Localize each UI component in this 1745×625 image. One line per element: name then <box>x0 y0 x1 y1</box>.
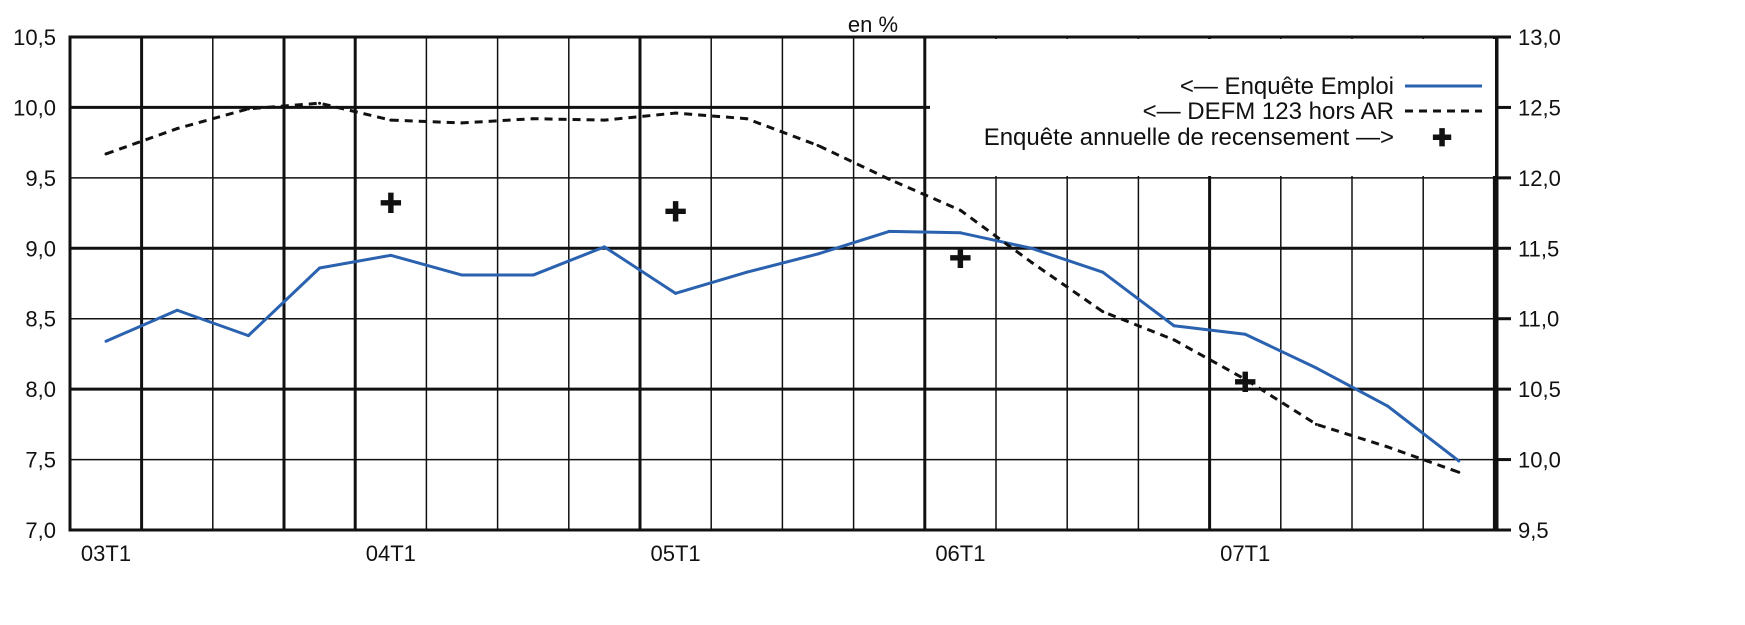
series-layer <box>104 101 1461 474</box>
data-point <box>745 270 749 274</box>
y-right-tick-label: 12,5 <box>1518 95 1561 120</box>
y-left-tick-label: 9,5 <box>25 166 56 191</box>
data-point <box>602 245 606 249</box>
data-point <box>1386 404 1390 408</box>
data-point <box>104 339 108 343</box>
y-right-tick-label: 10,0 <box>1518 448 1561 473</box>
data-point <box>958 208 962 212</box>
data-point <box>318 101 322 105</box>
legend-label: <— DEFM 123 hors AR <box>1143 98 1394 125</box>
plot-frame <box>68 35 1499 532</box>
data-point <box>887 177 891 181</box>
data-point <box>674 291 678 295</box>
series-line-defm <box>105 101 1460 474</box>
data-point <box>1101 310 1105 314</box>
data-point-marker: ✚ <box>664 196 687 229</box>
data-point <box>531 117 535 121</box>
data-point <box>318 266 322 270</box>
data-point <box>531 273 535 277</box>
y-left-tick-label: 7,0 <box>25 518 56 543</box>
data-point <box>1243 332 1247 336</box>
y-left-tick-label: 10,0 <box>13 95 56 120</box>
x-tick-label: 04T1 <box>366 541 416 566</box>
y-right-tick-label: 12,0 <box>1518 166 1561 191</box>
y-right-tick-label: 11,0 <box>1518 307 1559 332</box>
data-point <box>816 252 820 256</box>
data-point <box>958 231 962 235</box>
legend-label: Enquête annuelle de recensement —> <box>984 124 1394 151</box>
data-point-marker: ✚ <box>949 242 972 275</box>
data-point <box>1101 270 1105 274</box>
data-point <box>1386 445 1390 449</box>
y-left-tick-label: 8,0 <box>25 377 56 402</box>
legend-label: <— Enquête Emploi <box>1180 73 1394 100</box>
y-right-tick-label: 10,5 <box>1518 377 1561 402</box>
data-point <box>460 273 464 277</box>
data-point <box>104 152 108 156</box>
data-point <box>674 111 678 115</box>
data-point <box>175 127 179 131</box>
data-point <box>460 121 464 125</box>
data-point <box>1030 260 1034 264</box>
y-right-tick-label: 9,5 <box>1518 518 1549 543</box>
data-point <box>1314 366 1318 370</box>
axis-labels: 7,0 7,5 8,0 8,5 9,0 9,5 10,0 10,5 9,5 10,0 10,5 11,… <box>13 25 1561 566</box>
data-point <box>1243 377 1247 381</box>
legend-background <box>930 39 1495 176</box>
chart-title: en % <box>848 12 898 37</box>
data-point <box>745 117 749 121</box>
data-point <box>246 334 250 338</box>
data-point <box>602 118 606 122</box>
y-left-tick-label: 9,0 <box>25 236 56 261</box>
data-point <box>389 118 393 122</box>
grid <box>68 35 1511 532</box>
x-tick-label: 03T1 <box>81 541 131 566</box>
data-point <box>1457 470 1461 474</box>
data-point <box>1172 338 1176 342</box>
series-line-enquete-emploi <box>105 229 1460 463</box>
legend-swatch-marker: ✚ <box>1432 125 1452 152</box>
data-point <box>389 253 393 257</box>
y-right-tick-label: 11,5 <box>1518 236 1559 261</box>
y-right-tick-label: 13,0 <box>1518 25 1561 50</box>
y-left-tick-label: 8,5 <box>25 307 56 332</box>
data-point <box>1314 422 1318 426</box>
data-point <box>816 143 820 147</box>
data-point <box>887 229 891 233</box>
y-left-tick-label: 10,5 <box>13 25 56 50</box>
data-point <box>1030 246 1034 250</box>
legend: <— Enquête Emploi<— DEFM 123 hors AREnqu… <box>984 73 1482 152</box>
data-point <box>175 308 179 312</box>
data-point <box>1172 324 1176 328</box>
y-left-tick-label: 7,5 <box>25 448 56 473</box>
data-point <box>1457 459 1461 463</box>
x-tick-label: 05T1 <box>651 541 701 566</box>
data-point-marker: ✚ <box>379 187 402 220</box>
markers-layer: ✚ ✚ ✚ ✚ <box>379 187 1257 399</box>
data-point <box>246 107 250 111</box>
x-tick-label: 07T1 <box>1220 541 1270 566</box>
x-tick-label: 06T1 <box>935 541 985 566</box>
data-point-marker: ✚ <box>1233 366 1256 399</box>
